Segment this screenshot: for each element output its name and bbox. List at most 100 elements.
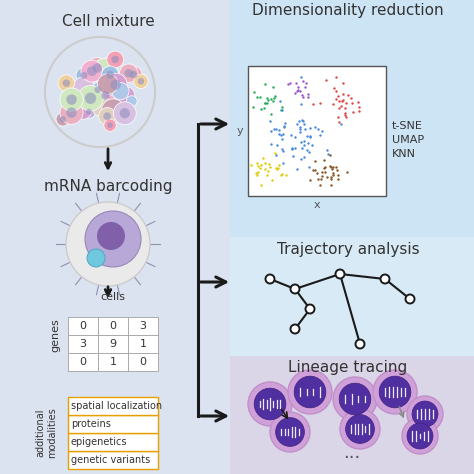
Point — [309, 166, 317, 174]
Circle shape — [134, 74, 148, 89]
Point — [267, 128, 275, 135]
Point — [318, 128, 326, 135]
Circle shape — [291, 284, 300, 293]
Point — [270, 94, 278, 102]
Circle shape — [127, 96, 137, 107]
Point — [334, 92, 341, 100]
Point — [321, 168, 329, 175]
Point — [263, 171, 270, 179]
Point — [269, 176, 276, 183]
Point — [332, 164, 340, 171]
FancyBboxPatch shape — [68, 451, 158, 469]
Circle shape — [270, 412, 310, 452]
Point — [291, 133, 299, 141]
Point — [269, 83, 277, 91]
Point — [296, 117, 303, 125]
Point — [304, 90, 311, 97]
Point — [279, 130, 287, 138]
Circle shape — [86, 109, 92, 115]
FancyBboxPatch shape — [0, 0, 230, 474]
Point — [342, 111, 349, 118]
Point — [296, 88, 303, 95]
Text: epigenetics: epigenetics — [71, 437, 128, 447]
Point — [272, 126, 280, 133]
Point — [277, 106, 285, 113]
Circle shape — [356, 339, 365, 348]
FancyBboxPatch shape — [230, 0, 474, 237]
Circle shape — [113, 102, 136, 125]
Point — [301, 126, 309, 133]
Text: 3: 3 — [139, 321, 146, 331]
Circle shape — [85, 92, 96, 104]
Point — [267, 95, 274, 102]
Circle shape — [111, 82, 129, 100]
Text: spatial localization: spatial localization — [71, 401, 162, 411]
FancyBboxPatch shape — [98, 353, 128, 371]
Point — [287, 131, 295, 139]
Point — [314, 125, 322, 133]
Point — [288, 144, 296, 152]
Point — [264, 167, 272, 175]
Point — [304, 93, 311, 100]
Circle shape — [340, 409, 380, 449]
Point — [341, 109, 349, 117]
Circle shape — [412, 401, 438, 427]
Point — [337, 120, 345, 128]
Point — [332, 95, 340, 103]
Circle shape — [248, 382, 292, 426]
Point — [249, 103, 256, 110]
Point — [275, 130, 283, 138]
Point — [306, 124, 314, 131]
Text: KNN: KNN — [392, 149, 416, 159]
Point — [293, 87, 301, 94]
Point — [318, 175, 325, 182]
Circle shape — [107, 51, 124, 68]
Circle shape — [81, 60, 103, 82]
Point — [279, 159, 286, 166]
Point — [284, 80, 292, 88]
Text: 1: 1 — [139, 339, 146, 349]
Point — [335, 171, 342, 179]
Text: Cell mixture: Cell mixture — [62, 14, 155, 29]
Point — [264, 97, 271, 104]
Point — [316, 100, 324, 107]
Point — [294, 83, 302, 91]
Point — [297, 100, 305, 108]
Point — [309, 100, 317, 108]
Circle shape — [82, 105, 96, 118]
Circle shape — [60, 88, 83, 111]
Text: genes: genes — [50, 318, 60, 352]
Circle shape — [66, 108, 77, 118]
Point — [261, 160, 269, 167]
Text: 0: 0 — [139, 357, 146, 367]
FancyBboxPatch shape — [68, 353, 98, 371]
Point — [333, 166, 340, 174]
Point — [277, 172, 284, 179]
Point — [348, 99, 356, 107]
Point — [273, 141, 280, 149]
Text: 0: 0 — [80, 321, 86, 331]
Point — [294, 86, 301, 94]
Point — [323, 146, 331, 154]
Point — [306, 133, 314, 140]
Circle shape — [76, 67, 92, 83]
Text: genetic variants: genetic variants — [71, 455, 150, 465]
Point — [301, 120, 308, 128]
Point — [255, 163, 262, 170]
Point — [292, 89, 299, 96]
Point — [297, 138, 305, 146]
Circle shape — [91, 82, 105, 97]
Circle shape — [78, 85, 103, 111]
Point — [256, 93, 264, 100]
Point — [314, 170, 321, 177]
Point — [322, 76, 329, 83]
Text: y: y — [237, 126, 243, 136]
Point — [278, 104, 285, 111]
Text: ...: ... — [343, 444, 361, 462]
Circle shape — [119, 64, 138, 82]
Circle shape — [138, 78, 144, 84]
Point — [275, 161, 283, 169]
Text: 3: 3 — [80, 339, 86, 349]
Point — [289, 145, 296, 153]
Circle shape — [379, 376, 411, 408]
